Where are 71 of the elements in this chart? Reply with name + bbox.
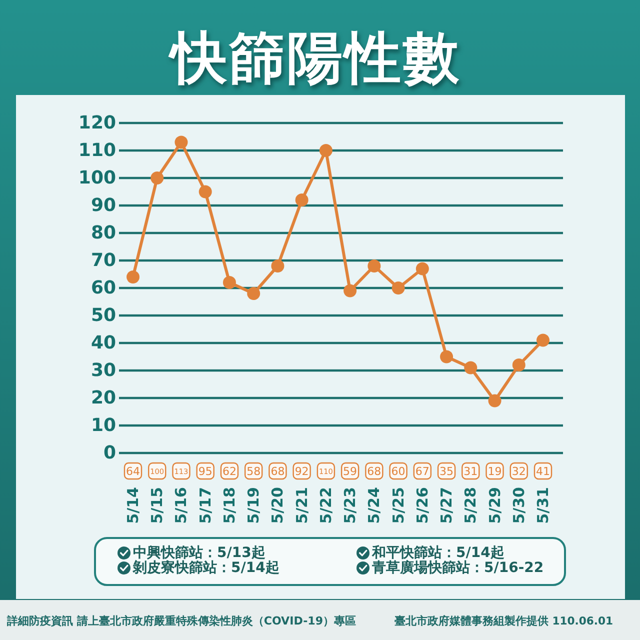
y-tick-label: 100 <box>78 168 116 188</box>
text: 詳細防疫資訊 請上臺北市政府嚴重特殊傳染性肺炎（COVID-19）專區 <box>6 614 356 628</box>
data-label: 35 <box>440 465 454 478</box>
y-tick-label: 10 <box>90 415 116 436</box>
point <box>198 185 212 198</box>
y-tick-label: 90 <box>90 195 116 216</box>
point <box>512 358 526 372</box>
y-tick-label: 60 <box>90 278 116 298</box>
point <box>440 350 454 364</box>
y-tick-label: 70 <box>90 250 116 271</box>
data-label: 67 <box>415 465 430 478</box>
x-tick-label: 5/20 <box>268 487 287 524</box>
point <box>368 260 381 272</box>
point <box>319 144 332 157</box>
data-label: 31 <box>464 465 478 478</box>
data-label: 92 <box>294 465 309 478</box>
data-label: 62 <box>222 465 236 478</box>
point <box>392 282 405 294</box>
y-tick-label: 20 <box>90 388 116 408</box>
chart-title: 快篩陽性數 <box>168 26 461 91</box>
data-label: 41 <box>536 465 550 478</box>
y-tick-label: 40 <box>90 332 116 354</box>
point <box>488 394 502 408</box>
y-tick-label: 50 <box>90 305 116 326</box>
data-label: 32 <box>512 465 526 478</box>
x-tick-label: 5/31 <box>534 487 552 524</box>
x-tick-label: 5/21 <box>292 487 311 524</box>
x-tick-label: 5/16 <box>172 487 190 524</box>
y-tick-label: 0 <box>103 442 116 464</box>
text: 和平快篩站：5/14起 <box>371 545 504 561</box>
point <box>464 361 478 374</box>
x-tick-label: 5/23 <box>341 487 360 524</box>
x-tick-label: 5/29 <box>486 487 504 524</box>
point <box>222 276 236 289</box>
x-tick-label: 5/17 <box>196 487 214 524</box>
x-tick-label: 5/15 <box>148 487 166 524</box>
text: 剝皮寮快篩站：5/14起 <box>132 559 280 576</box>
point <box>271 260 284 272</box>
x-tick-label: 5/26 <box>413 487 432 524</box>
y-tick-label: 120 <box>78 112 116 134</box>
y-tick-label: 30 <box>90 360 116 381</box>
point <box>126 270 140 284</box>
point <box>295 194 308 206</box>
x-tick-label: 5/14 <box>124 487 142 524</box>
x-tick-label: 5/24 <box>365 487 384 524</box>
data-label: 95 <box>198 465 212 478</box>
x-tick-label: 5/30 <box>510 487 528 524</box>
data-label: 68 <box>367 465 382 478</box>
data-label: 68 <box>270 465 285 478</box>
x-tick-label: 5/18 <box>220 487 238 524</box>
data-label: 60 <box>391 465 406 478</box>
point <box>344 284 357 298</box>
y-tick-label: 110 <box>78 140 116 161</box>
text: 臺北市政府媒體事務組製作提供 110.06.01 <box>394 614 613 628</box>
point <box>150 172 164 184</box>
point <box>416 262 429 276</box>
point <box>174 136 188 149</box>
text: 中興快篩站：5/13起 <box>133 545 266 561</box>
x-tick-label: 5/22 <box>316 487 335 524</box>
x-tick-label: 5/27 <box>438 487 456 524</box>
x-tick-label: 5/25 <box>389 487 408 524</box>
data-label: 58 <box>246 465 261 478</box>
point <box>247 287 260 300</box>
data-label: 64 <box>126 465 140 478</box>
data-label: 19 <box>488 465 502 478</box>
point <box>536 334 550 347</box>
y-tick-label: 80 <box>90 222 116 244</box>
x-tick-label: 5/19 <box>244 487 263 524</box>
data-label: 59 <box>343 465 358 478</box>
text: 青草廣場快篩站：5/16-22 <box>371 559 544 576</box>
x-tick-label: 5/28 <box>462 487 480 524</box>
